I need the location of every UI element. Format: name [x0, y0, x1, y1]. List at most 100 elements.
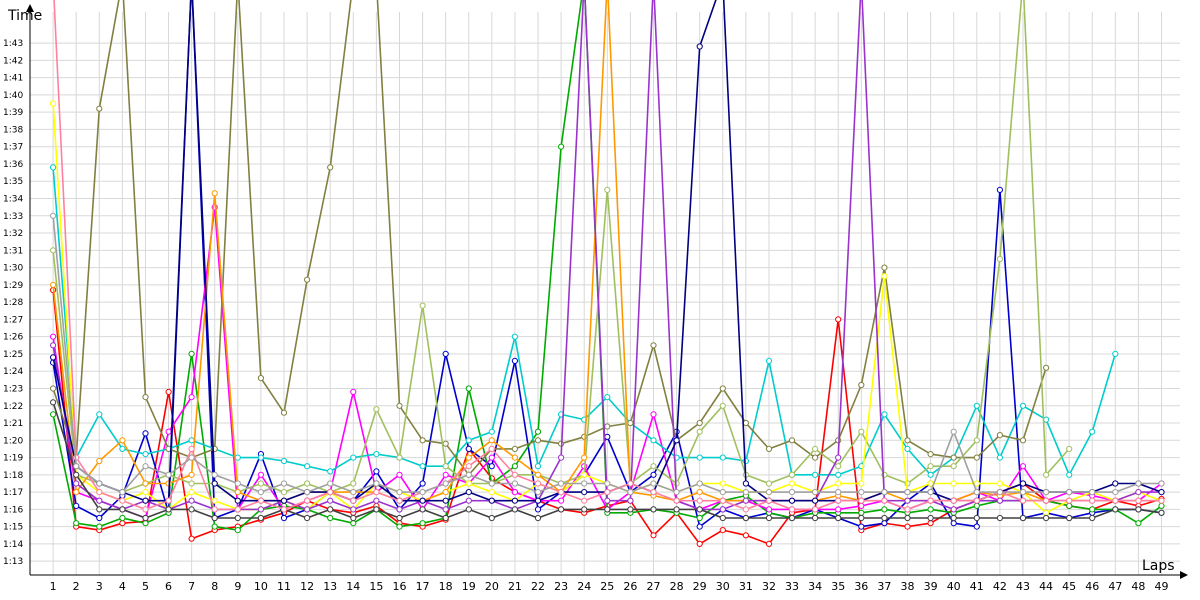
x-tick-labels: 1 2 3 4 5 6 7 8 9 10 11 12 13 14 15 16 17 18 19 20 21 22 23 24 2… — [50, 580, 1169, 593]
data-point — [719, 385, 726, 392]
data-point — [627, 480, 634, 487]
data-point — [835, 480, 842, 487]
x-tick-label: 47 — [1108, 580, 1122, 593]
data-point — [257, 375, 264, 382]
data-point — [234, 527, 241, 534]
data-point — [719, 454, 726, 461]
data-point — [96, 489, 103, 496]
x-tick-label: 9 — [234, 580, 241, 593]
data-point — [673, 489, 680, 496]
x-tick-label: 43 — [1016, 580, 1030, 593]
data-point — [650, 489, 657, 496]
data-point — [812, 514, 819, 522]
data-point — [927, 506, 934, 513]
y-tick-label: 1:36 — [3, 160, 23, 170]
data-point — [73, 471, 80, 478]
data-point — [1112, 480, 1119, 487]
data-point — [142, 463, 149, 470]
data-point — [1135, 520, 1142, 527]
data-point — [858, 514, 865, 522]
data-point — [142, 489, 149, 496]
y-tick-label: 1:38 — [3, 125, 23, 135]
data-point — [1112, 497, 1119, 504]
data-point — [534, 497, 542, 504]
data-point — [511, 506, 519, 513]
data-point — [396, 402, 403, 409]
data-point — [50, 212, 57, 219]
data-point — [835, 454, 842, 461]
data-point — [1158, 489, 1165, 496]
data-point — [742, 489, 750, 496]
data-point — [765, 514, 773, 522]
data-point — [511, 497, 519, 504]
data-point — [119, 437, 126, 444]
x-tick-label: 31 — [739, 580, 753, 593]
data-point — [858, 381, 865, 389]
data-point — [835, 471, 842, 478]
y-tick-label: 1:43 — [3, 39, 23, 49]
data-point — [280, 409, 288, 416]
y-tick-label: 1:30 — [3, 264, 23, 274]
data-point — [742, 506, 750, 513]
data-point — [858, 502, 865, 509]
data-point — [50, 354, 57, 361]
data-point — [881, 264, 888, 271]
data-point — [788, 471, 796, 478]
y-tick-label: 1:34 — [3, 195, 23, 205]
y-tick-label: 1:15 — [3, 523, 23, 533]
data-point — [696, 480, 703, 487]
y-tick-label: 1:21 — [3, 419, 23, 429]
data-point — [973, 489, 980, 496]
data-point — [788, 489, 796, 496]
data-point — [50, 399, 57, 406]
y-tick-label: 1:28 — [3, 298, 23, 308]
data-point — [96, 411, 103, 418]
data-point — [996, 186, 1004, 193]
data-point — [280, 489, 288, 496]
data-point — [650, 463, 657, 470]
data-point — [373, 406, 380, 413]
data-point — [327, 480, 334, 487]
data-point — [719, 514, 726, 522]
data-point — [419, 480, 426, 487]
data-point — [812, 445, 819, 452]
y-tick-labels: 1:13 1:14 1:15 1:16 1:17 1:18 1:19 1:20 1:21 1:22… — [3, 39, 23, 567]
data-point — [765, 357, 773, 364]
data-point — [188, 480, 195, 487]
data-point — [396, 489, 403, 496]
x-tick-label: 38 — [901, 580, 915, 593]
x-tick-label: 27 — [646, 580, 660, 593]
y-axis-arrow — [26, 4, 34, 12]
x-tick-label: 20 — [485, 580, 499, 593]
data-point — [1019, 514, 1027, 522]
data-point — [96, 105, 103, 112]
data-point — [581, 497, 588, 504]
x-axis-title: Laps — [1142, 558, 1175, 574]
x-tick-label: 11 — [277, 580, 291, 593]
data-point — [973, 497, 980, 504]
data-point — [1019, 480, 1027, 487]
data-point — [465, 480, 472, 487]
y-tick-label: 1:22 — [3, 402, 23, 412]
data-point — [511, 445, 519, 452]
data-point — [627, 489, 634, 496]
y-tick-label: 1:29 — [3, 281, 23, 291]
data-point — [511, 463, 519, 470]
data-point — [234, 514, 241, 522]
data-point — [511, 489, 519, 496]
data-point — [534, 463, 542, 470]
data-point — [696, 454, 703, 461]
data-point — [1043, 364, 1050, 371]
data-point — [280, 497, 288, 504]
y-tick-label: 1:35 — [3, 177, 23, 187]
data-point — [96, 480, 103, 487]
data-point — [673, 506, 680, 513]
data-point — [142, 480, 149, 487]
data-point — [165, 506, 172, 513]
data-point — [304, 276, 311, 283]
x-tick-label: 46 — [1085, 580, 1099, 593]
data-point — [304, 480, 311, 487]
data-point — [719, 506, 726, 513]
data-point — [119, 514, 126, 522]
data-point — [465, 463, 472, 470]
